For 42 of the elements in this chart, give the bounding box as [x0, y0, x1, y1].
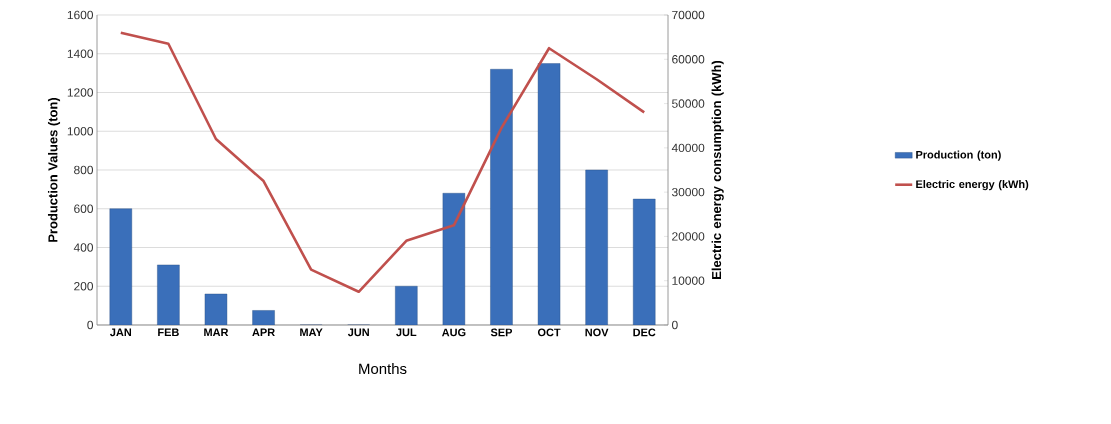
- y2-tick-label: 60000: [672, 55, 705, 64]
- x-tick-label: FEB: [158, 328, 179, 337]
- x-tick-label: SEP: [490, 328, 513, 337]
- y-tick-label: 600: [74, 204, 94, 213]
- x-tick-label: JUL: [396, 328, 417, 337]
- y2-tick-label: 30000: [671, 187, 705, 197]
- y2-tick-label: 40000: [671, 143, 705, 153]
- y2-tick-label: 20000: [672, 232, 705, 241]
- x-tick-label: DEC: [633, 328, 656, 337]
- y-tick-label: 0: [87, 320, 94, 330]
- y-axis-title: Production Values (ton): [47, 97, 61, 242]
- y2-tick-label: 70000: [672, 10, 705, 20]
- y2-tick-label: 0: [672, 320, 678, 330]
- x-tick-label: JAN: [110, 328, 132, 337]
- bar: [633, 198, 656, 325]
- y-tick-label: 400: [73, 243, 94, 252]
- x-axis-title: Months: [359, 363, 407, 375]
- x-tick-label: NOV: [585, 328, 609, 337]
- x-tick-label: APR: [252, 328, 275, 337]
- bar: [157, 264, 180, 325]
- y-tick-label: 1400: [67, 49, 94, 58]
- y-tick-label: 800: [74, 165, 94, 175]
- y2-tick-label: 10000: [672, 276, 705, 285]
- bar: [395, 286, 418, 325]
- x-tick-label: MAY: [300, 328, 323, 337]
- x-tick-label: OCT: [537, 328, 561, 337]
- line-series: [119, 31, 646, 294]
- legend-label: Production (ton): [916, 150, 1001, 161]
- bar: [490, 69, 513, 325]
- x-tick-label: JUN: [347, 328, 369, 337]
- y2-axis-title: Electric energy consumption (kWh): [711, 60, 724, 279]
- bar: [585, 169, 608, 325]
- x-tick-label: MAR: [204, 328, 229, 337]
- y2-tick-label: 50000: [672, 99, 705, 108]
- y-tick-label: 1000: [67, 127, 94, 136]
- y-tick-label: 200: [74, 282, 94, 291]
- y-tick-label: 1200: [67, 88, 94, 97]
- y-tick-label: 1600: [67, 10, 94, 20]
- bar: [537, 63, 561, 325]
- x-tick-label: AUG: [441, 328, 466, 337]
- bar: [109, 208, 132, 325]
- legend-label: Electric energy (kWh): [916, 180, 1029, 191]
